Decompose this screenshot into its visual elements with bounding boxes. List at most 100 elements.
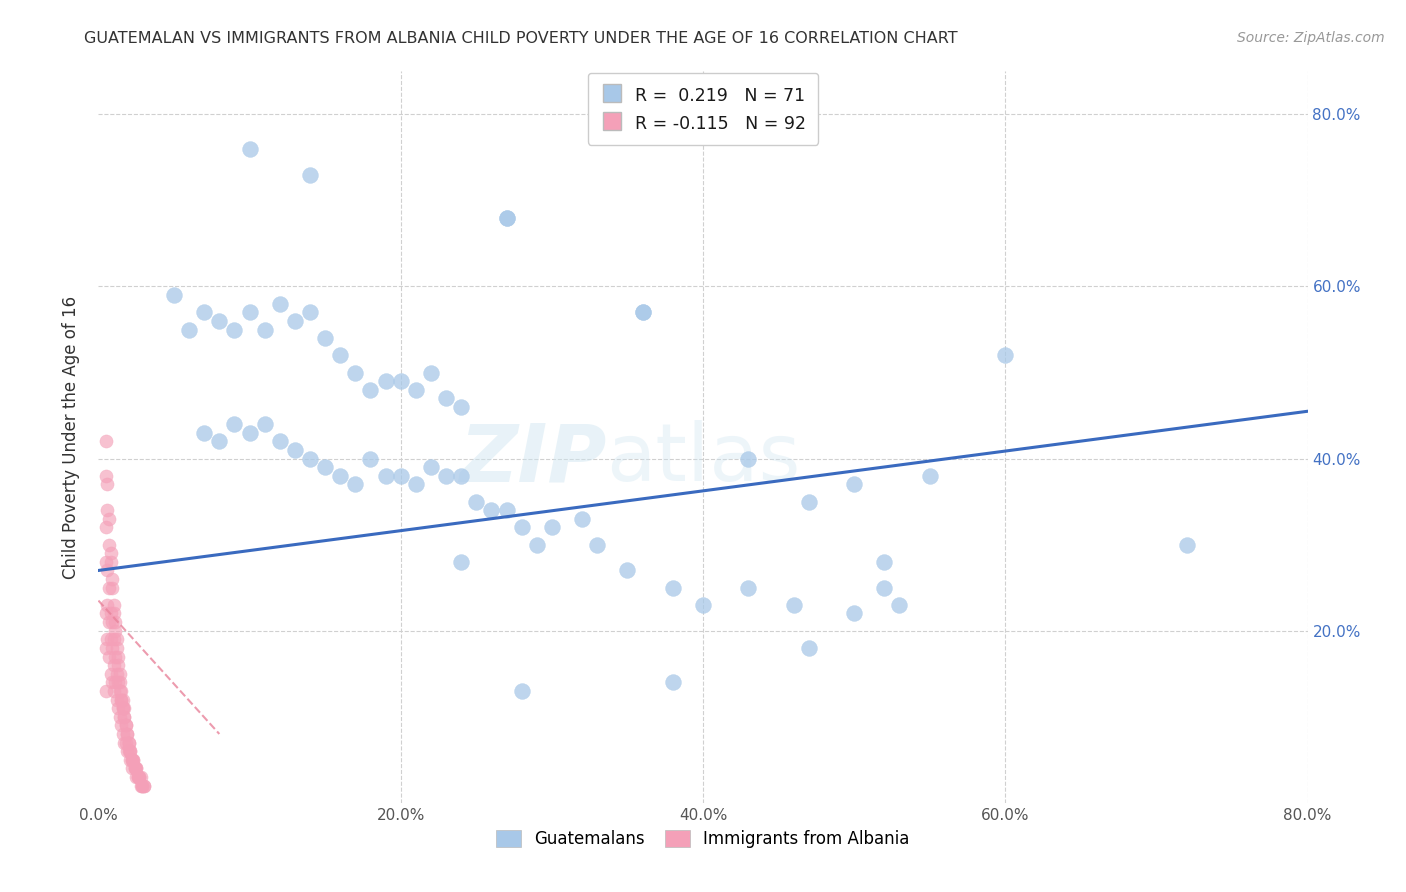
Point [450, 468, 472, 483]
Point [107, 658, 129, 673]
Point [104, 615, 127, 629]
Point [96, 632, 118, 647]
Point [94, 555, 117, 569]
Point [103, 607, 125, 621]
Point [193, 305, 215, 319]
Point [360, 451, 382, 466]
Point [115, 727, 138, 741]
Point [631, 305, 654, 319]
Point [104, 624, 127, 638]
Point [96, 564, 118, 578]
Point [844, 607, 866, 621]
Point [128, 770, 150, 784]
Point [299, 451, 322, 466]
Point [405, 383, 427, 397]
Point [389, 468, 412, 483]
Point [374, 374, 396, 388]
Point [103, 684, 125, 698]
Point [360, 383, 382, 397]
Point [389, 374, 412, 388]
Point [450, 555, 472, 569]
Text: GUATEMALAN VS IMMIGRANTS FROM ALBANIA CHILD POVERTY UNDER THE AGE OF 16 CORRELAT: GUATEMALAN VS IMMIGRANTS FROM ALBANIA CH… [84, 31, 957, 46]
Point [284, 442, 307, 457]
Point [193, 425, 215, 440]
Point [994, 348, 1017, 362]
Point [94, 468, 117, 483]
Point [112, 701, 135, 715]
Point [128, 770, 150, 784]
Point [115, 744, 138, 758]
Point [108, 710, 131, 724]
Point [127, 770, 149, 784]
Point [131, 779, 153, 793]
Point [105, 666, 128, 681]
Point [344, 366, 367, 380]
Point [101, 615, 124, 629]
Point [107, 675, 129, 690]
Point [405, 477, 427, 491]
Point [253, 417, 276, 432]
Point [314, 331, 336, 345]
Legend: Guatemalans, Immigrants from Albania: Guatemalans, Immigrants from Albania [488, 822, 918, 856]
Point [420, 366, 443, 380]
Point [329, 468, 352, 483]
Point [224, 417, 246, 432]
Point [344, 477, 367, 491]
Point [481, 503, 503, 517]
Point [100, 555, 122, 569]
Point [94, 640, 117, 655]
Point [110, 718, 132, 732]
Point [112, 710, 135, 724]
Point [96, 598, 118, 612]
Point [98, 538, 121, 552]
Point [112, 735, 135, 749]
Point [98, 581, 121, 595]
Point [873, 555, 896, 569]
Point [224, 322, 246, 336]
Point [108, 684, 131, 698]
Point [96, 477, 118, 491]
Point [420, 460, 443, 475]
Point [163, 288, 186, 302]
Point [299, 305, 322, 319]
Point [616, 564, 638, 578]
Point [239, 142, 262, 156]
Point [107, 649, 129, 664]
Point [114, 718, 136, 732]
Point [110, 684, 132, 698]
Point [104, 649, 127, 664]
Point [571, 512, 593, 526]
Point [114, 718, 136, 732]
Point [111, 692, 134, 706]
Point [661, 581, 683, 595]
Point [284, 314, 307, 328]
Point [105, 632, 128, 647]
Point [124, 761, 146, 775]
Point [118, 744, 141, 758]
Point [434, 468, 457, 483]
Point [510, 520, 533, 534]
Point [101, 675, 124, 690]
Point [101, 640, 124, 655]
Point [540, 520, 562, 534]
Point [94, 520, 117, 534]
Point [269, 434, 291, 449]
Point [208, 434, 231, 449]
Text: atlas: atlas [606, 420, 800, 498]
Point [114, 735, 136, 749]
Point [111, 701, 134, 715]
Point [98, 615, 121, 629]
Point [661, 675, 683, 690]
Point [120, 744, 142, 758]
Text: ZIP: ZIP [458, 420, 606, 498]
Point [94, 684, 117, 698]
Point [131, 779, 153, 793]
Point [239, 305, 262, 319]
Point [299, 168, 322, 182]
Point [889, 598, 911, 612]
Point [115, 727, 138, 741]
Point [120, 753, 142, 767]
Point [797, 494, 820, 508]
Point [104, 675, 127, 690]
Point [108, 666, 131, 681]
